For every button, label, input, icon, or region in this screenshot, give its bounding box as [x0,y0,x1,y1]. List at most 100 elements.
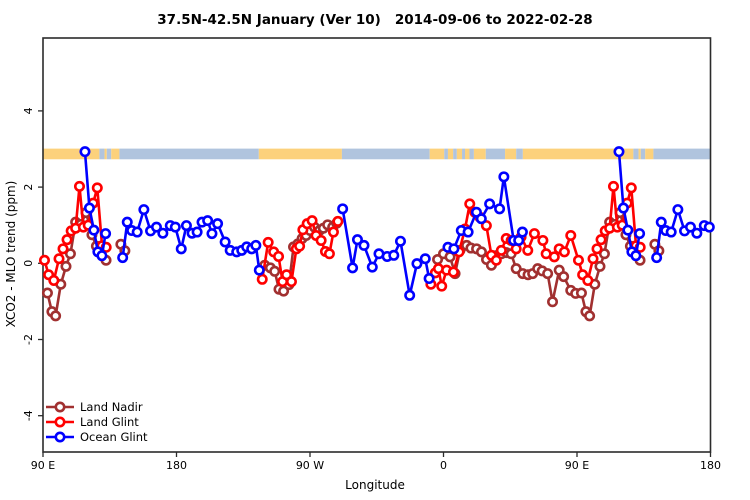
data-point-marker [83,202,95,214]
data-point-marker [684,221,696,233]
data-point-marker [703,221,715,233]
data-point-marker [256,273,268,285]
land-band-segment [258,148,342,160]
series-line [121,208,261,272]
data-point-marker [411,258,423,270]
land-ocean-band [43,148,711,160]
data-point-marker [53,253,65,265]
x-tick-label: 180 [700,459,721,472]
data-point-marker [169,221,181,233]
data-point-marker [262,236,274,248]
data-point-marker [294,240,306,252]
data-point-marker [138,204,150,216]
data-point-marker [96,250,108,262]
data-point-marker [655,216,667,228]
land-band-segment [522,148,634,160]
data-point-marker [634,228,646,240]
data-point-marker [131,226,143,238]
data-point-marker [285,276,297,288]
data-point-marker [388,249,400,261]
y-tick-label: 4 [22,107,35,114]
data-point-marker [558,246,570,258]
data-point-marker [219,236,231,248]
chart-title: 37.5N-42.5N January (Ver 10) 2014-09-06 … [157,12,593,28]
data-point-marker [651,252,663,264]
y-tick-label: 2 [22,184,35,191]
data-point-marker [630,250,642,262]
plot-box [42,37,712,453]
x-tick-label: 90 E [31,459,55,472]
data-point-marker [584,310,596,322]
data-point-marker [595,234,607,246]
x-axis: 90 E 180 90 W 0 90 E 180 [31,452,721,472]
data-point-marker [448,243,460,255]
data-point-marker [91,182,103,194]
data-point-marker [121,216,133,228]
data-point-marker [281,269,293,281]
ocean-band-segment [462,148,466,160]
data-point-marker [212,218,224,230]
data-point-marker [50,310,62,322]
data-point-marker [558,271,570,283]
data-point-marker [691,227,703,239]
data-point-marker [672,204,684,216]
series-ocean-glint [79,146,715,301]
data-point-marker [57,243,69,255]
data-point-marker [617,202,629,214]
data-point-marker [607,180,619,192]
ocean-band-segment [119,148,259,160]
data-point-marker [548,251,560,263]
data-point-marker [423,273,435,285]
data-point-marker [206,228,218,240]
data-point-marker [498,171,510,183]
data-point-marker [191,226,203,238]
land-band-segment [645,148,654,160]
data-point-marker [490,254,502,266]
data-point-marker [157,227,169,239]
data-point-marker [79,146,91,158]
land-band-segment [456,148,463,160]
x-tick-label: 180 [166,459,187,472]
data-point-marker [273,250,285,262]
ocean-band-segment [444,148,448,160]
data-point-marker [337,203,349,215]
data-point-marker [565,229,577,241]
data-point-marker [464,198,476,210]
y-axis-label: XCO2 - MLO trend (ppm) [4,180,18,328]
x-tick-label: 90 E [565,459,589,472]
data-point-marker [625,182,637,194]
data-point-marker [591,243,603,255]
data-point-marker [150,221,162,233]
land-band-segment [104,148,107,160]
data-point-marker [73,180,85,192]
y-axis: -4 -2 0 2 4 [22,107,43,421]
data-point-marker [117,252,129,264]
y-tick-label: -2 [22,334,35,345]
series-land-glint [38,180,646,292]
ocean-band-segment [341,148,430,160]
legend-label: Ocean Glint [80,430,148,444]
data-point-marker [587,253,599,265]
data-point-marker [306,215,318,227]
legend-label: Land Nadir [80,400,143,414]
data-point-marker [394,235,406,247]
ocean-band-segment [653,148,711,160]
land-band-segment [447,148,454,160]
data-point-marker [475,246,487,258]
ocean-band-segment [516,148,523,160]
land-band-segment [473,148,486,160]
data-point-marker [572,254,584,266]
data-point-marker [269,265,281,277]
data-point-marker [38,254,50,266]
data-point-marker [582,274,594,286]
data-point-marker [484,198,496,210]
data-point-marker [41,287,53,299]
data-point-marker [613,146,625,158]
data-point-marker [202,215,214,227]
legend-marker [54,431,66,443]
data-point-marker [462,226,474,238]
data-point-marker [436,280,448,292]
